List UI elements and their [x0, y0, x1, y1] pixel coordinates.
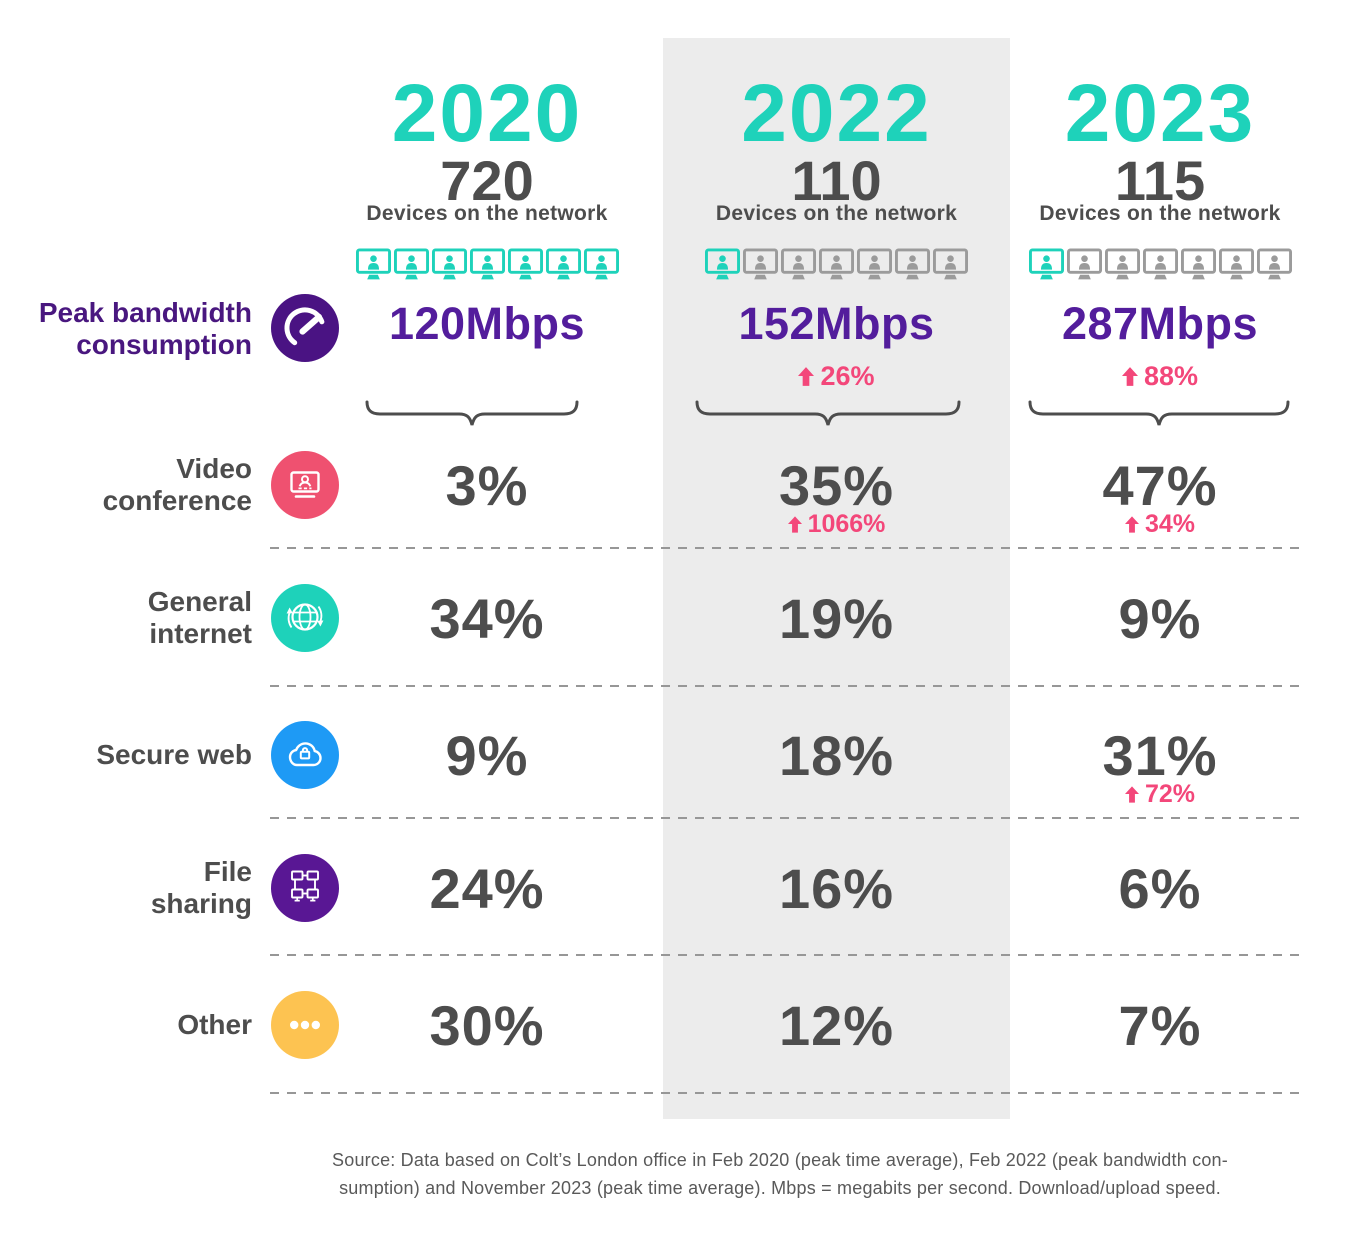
- device-count-2020: 720: [440, 149, 534, 212]
- value-video-2020: 3%: [445, 453, 529, 517]
- globe-icon: [271, 584, 339, 652]
- ellipsis-icon: [271, 991, 339, 1059]
- devices-label-2020: Devices on the network: [366, 202, 608, 225]
- row-separator: [270, 685, 1300, 687]
- device-monitor-icon: [857, 248, 892, 280]
- file-sharing-icon: [271, 854, 339, 922]
- device-monitor-icon: [1180, 248, 1216, 280]
- speedometer-icon: [271, 294, 339, 362]
- device-monitor-icon: [469, 248, 505, 280]
- device-monitor-icon: [933, 248, 968, 280]
- device-monitor-icon: [743, 248, 778, 280]
- device-monitor-icon: [1142, 248, 1178, 280]
- device-monitor-icon: [1218, 248, 1254, 280]
- value-file-2022: 16%: [778, 856, 895, 920]
- devices-label-2022: Devices on the network: [715, 202, 958, 225]
- source-line-1: Source: Data based on Colt’s London offi…: [332, 1150, 1228, 1170]
- row-separator: [270, 817, 1300, 819]
- value-other-2022: 12%: [778, 993, 895, 1057]
- value-secure-2020: 9%: [445, 723, 529, 787]
- value-file-2020: 24%: [429, 856, 545, 920]
- value-video-2023: 47%: [1102, 453, 1218, 517]
- peak-change-2023: 88%: [1015, 361, 1305, 391]
- highlight-panel-2022: [663, 38, 1010, 1119]
- row-label-other: Other: [177, 1009, 252, 1040]
- peak-value-2023: 287Mbps: [1061, 298, 1259, 349]
- value-secure-2023: 31%: [1102, 723, 1218, 787]
- year-2023: 2023: [1064, 68, 1256, 159]
- device-monitor-icon: [507, 248, 543, 280]
- arrow-up-icon: [1121, 366, 1138, 386]
- change-video-2023: 34%: [1015, 510, 1305, 538]
- device-monitor-icon: [355, 248, 391, 280]
- device-count-2023: 115: [1114, 149, 1206, 212]
- device-monitor-icon: [1104, 248, 1140, 280]
- device-monitor-icon: [545, 248, 581, 280]
- value-internet-2020: 34%: [429, 586, 545, 650]
- peak-change-2022: 26%: [663, 361, 1010, 391]
- peak-bandwidth-label: Peak bandwidth consumption: [38, 297, 252, 360]
- value-internet-2022: 19%: [778, 586, 895, 650]
- source-line-2: sumption) and November 2023 (peak time a…: [339, 1178, 1221, 1198]
- video-conference-icon: [271, 451, 339, 519]
- devices-label-2023: Devices on the network: [1039, 202, 1281, 225]
- row-label-video-conference: Video conference: [102, 453, 252, 516]
- value-other-2020: 30%: [429, 993, 545, 1057]
- device-monitor-icon: [1256, 248, 1292, 280]
- underbrace-2020: [365, 399, 579, 429]
- device-monitor-icon: [393, 248, 429, 280]
- arrow-up-icon: [1124, 515, 1139, 533]
- device-monitor-icon: [895, 248, 930, 280]
- value-video-2022: 35%: [778, 453, 895, 517]
- underbrace-2023: [1028, 399, 1290, 429]
- device-monitor-icon: [1066, 248, 1102, 280]
- row-separator: [270, 1092, 1300, 1094]
- device-monitor-icon: [583, 248, 619, 280]
- peak-value-2020: 120Mbps: [388, 298, 586, 349]
- value-internet-2023: 9%: [1118, 586, 1202, 650]
- device-monitor-icon: [431, 248, 467, 280]
- device-icons-2022: [663, 246, 1010, 288]
- row-separator: [270, 954, 1300, 956]
- change-secure-2023: 72%: [1015, 780, 1305, 808]
- device-count-2022: 110: [791, 149, 882, 212]
- device-icons-2023: [1015, 246, 1305, 288]
- device-monitor-icon: [1028, 248, 1064, 280]
- row-label-secure-web: Secure web: [96, 739, 252, 770]
- change-video-2022: 1066%: [663, 510, 1010, 538]
- cloud-lock-icon: [271, 721, 339, 789]
- arrow-up-icon: [798, 366, 815, 386]
- year-2020: 2020: [391, 68, 583, 159]
- arrow-up-icon: [787, 515, 802, 533]
- device-monitor-icon: [705, 248, 740, 280]
- device-monitor-icon: [819, 248, 854, 280]
- value-secure-2022: 18%: [778, 723, 895, 787]
- row-separator: [270, 547, 1300, 549]
- underbrace-2022: [695, 399, 961, 429]
- device-icons-2020: [355, 246, 619, 288]
- value-other-2023: 7%: [1118, 993, 1202, 1057]
- peak-value-2022: 152Mbps: [738, 298, 935, 349]
- row-label-general-internet: General internet: [147, 586, 252, 649]
- arrow-up-icon: [1124, 785, 1139, 803]
- source-note: Source: Data based on Colt’s London offi…: [250, 1146, 1310, 1202]
- year-2022: 2022: [741, 68, 932, 159]
- value-file-2023: 6%: [1118, 856, 1202, 920]
- device-monitor-icon: [781, 248, 816, 280]
- row-label-file-sharing: File sharing: [150, 856, 252, 919]
